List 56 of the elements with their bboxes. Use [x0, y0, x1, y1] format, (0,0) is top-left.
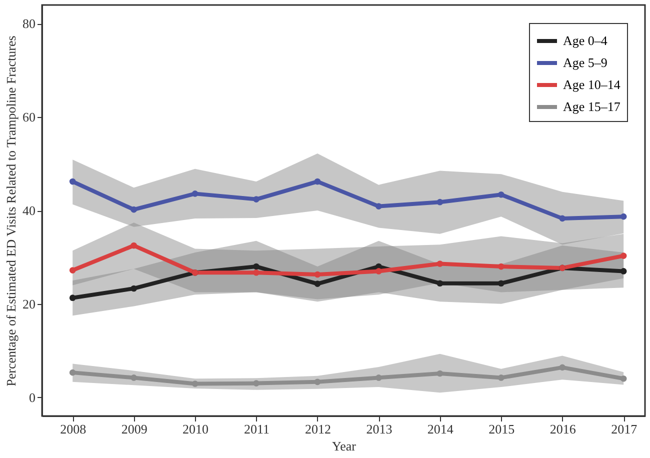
point — [498, 263, 504, 270]
point — [130, 206, 137, 213]
point — [436, 198, 444, 206]
y-axis-title: Percentage of Estimated ED Visits Related to Trampoline Fractures — [4, 36, 18, 386]
point — [130, 242, 137, 249]
point — [130, 285, 137, 292]
point — [620, 375, 627, 382]
point — [69, 294, 76, 301]
point — [314, 280, 321, 287]
point — [620, 252, 627, 259]
x-tick-label: 2014 — [427, 422, 454, 436]
point — [498, 280, 504, 287]
point — [436, 280, 444, 287]
x-tick-label: 2013 — [366, 422, 392, 436]
point — [314, 378, 321, 386]
x-tick-label: 2015 — [488, 422, 515, 436]
point — [436, 260, 444, 267]
point — [314, 271, 321, 278]
y-tick-label: 20 — [22, 296, 36, 312]
point — [376, 203, 382, 210]
legend-label: Age 10–14 — [563, 77, 621, 92]
point — [130, 374, 137, 381]
point — [253, 263, 260, 270]
point — [620, 268, 627, 274]
point — [253, 196, 260, 202]
x-tick-label: 2008 — [60, 422, 86, 436]
point — [69, 369, 76, 376]
point — [253, 269, 260, 276]
point — [559, 215, 566, 222]
x-axis-title: Year — [332, 438, 357, 454]
legend-label: Age 5–9 — [563, 55, 608, 70]
x-tick-label: 2012 — [304, 422, 331, 436]
x-tick-label: 2010 — [182, 422, 209, 436]
point — [192, 380, 198, 387]
point — [376, 374, 382, 381]
legend-label: Age 0–4 — [563, 33, 608, 48]
point — [498, 191, 504, 198]
x-tick-label: 2011 — [244, 422, 270, 436]
legend-label: Age 15–17 — [563, 99, 621, 114]
point — [69, 178, 76, 185]
x-tick-label: 2009 — [121, 422, 148, 436]
y-tick-label: 60 — [22, 110, 36, 125]
x-tick-label: 2017 — [611, 422, 638, 436]
point — [192, 190, 198, 197]
point — [436, 370, 444, 377]
point — [559, 364, 566, 371]
point — [253, 380, 260, 386]
y-tick-label: 80 — [22, 16, 36, 32]
point — [376, 268, 382, 274]
point — [314, 178, 321, 185]
point — [620, 213, 627, 220]
y-tick-label: 40 — [22, 203, 36, 218]
y-tick-label: 0 — [29, 390, 36, 405]
point — [69, 267, 76, 274]
point — [498, 374, 504, 381]
x-tick-label: 2016 — [550, 422, 576, 436]
